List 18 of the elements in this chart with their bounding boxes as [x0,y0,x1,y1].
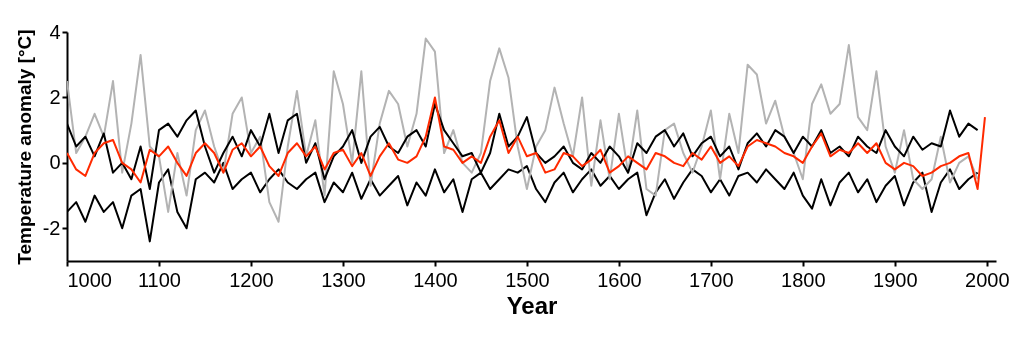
x-tick-label: 1600 [597,268,642,291]
x-tick-label: 1000 [67,268,112,291]
line-series [67,37,979,223]
x-axis-title: Year [506,291,558,319]
x-tick-label: 1900 [873,268,918,291]
x-tick-label: 1800 [781,268,826,291]
y-tick-label: 2 [49,85,61,108]
x-tick-label: 2000 [965,268,1010,291]
x-tick-label: 1400 [413,268,458,291]
y-tick-label: 4 [49,20,61,43]
x-tick-label: 1500 [505,268,550,291]
y-tick-label: -2 [42,216,61,239]
x-tick-label: 1200 [229,268,274,291]
x-tick-label: 1700 [689,268,734,291]
x-tick-label: 1300 [321,268,366,291]
y-axis-title: Temperature anomaly [°C] [13,29,35,265]
y-tick-label: 0 [49,151,61,174]
x-tick-label: 1100 [137,268,181,291]
